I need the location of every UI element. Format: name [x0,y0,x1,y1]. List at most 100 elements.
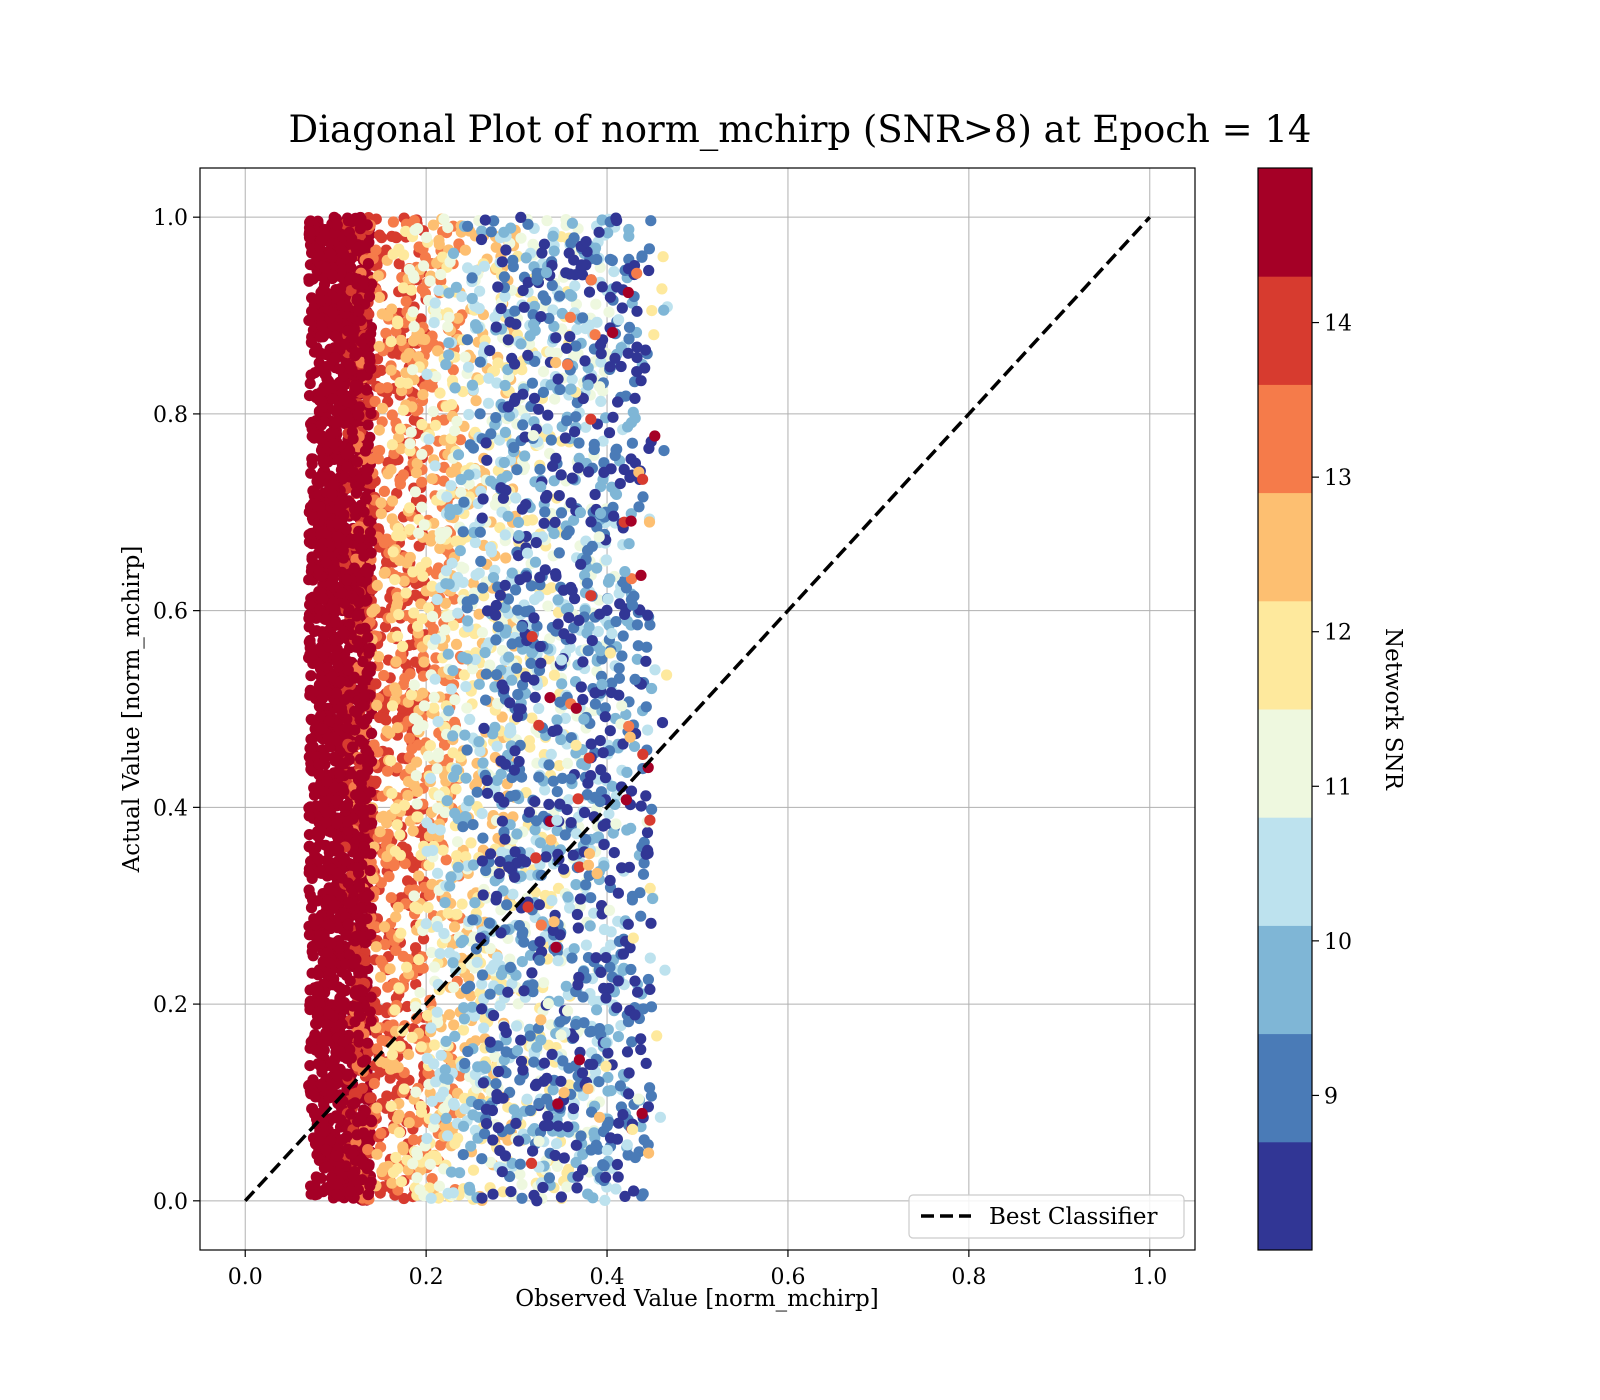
scatter-point [543,798,555,811]
scatter-point [378,485,390,497]
scatter-point [506,978,518,990]
scatter-point [426,580,438,592]
scatter-point [555,1075,567,1087]
scatter-point [445,466,457,478]
scatter-point [559,712,572,725]
scatter-point [471,786,483,798]
scatter-point [635,1033,647,1045]
scatter-point [508,441,520,454]
scatter-point [450,638,463,651]
scatter-point [501,899,513,911]
scatter-point [585,1144,597,1156]
scatter-point [500,552,512,564]
scatter-point [390,656,402,668]
scatter-point [407,1158,419,1170]
scatter-point [433,790,445,802]
scatter-point [528,300,541,312]
scatter-point [467,1164,480,1176]
scatter-point [566,217,579,229]
scatter-point [582,544,594,557]
scatter-point [368,739,380,751]
scatter-point [553,490,565,502]
scatter-point [371,699,383,712]
scatter-point [612,1031,625,1043]
scatter-point [533,590,545,602]
scatter-point [369,395,381,408]
scatter-point [406,1031,418,1043]
scatter-point [537,366,550,378]
scatter-point [451,503,463,515]
scatter-point [375,497,387,509]
scatter-point [305,670,317,682]
scatter-point [424,772,437,785]
scatter-point [615,360,627,373]
scatter-point [419,333,431,346]
scatter-point [547,1084,559,1096]
scatter-point [449,694,461,706]
scatter-point [386,1177,398,1189]
scatter-point [390,1151,402,1164]
scatter-point [409,901,421,913]
scatter-point [306,273,318,286]
scatter-point [426,1173,438,1185]
scatter-point [319,752,331,764]
scatter-point [541,215,553,227]
scatter-point [421,342,433,354]
scatter-point [643,243,656,255]
scatter-point [394,474,406,486]
scatter-point [551,714,563,726]
scatter-point [631,619,644,631]
scatter-point [628,740,641,753]
scatter-point [464,439,476,451]
scatter-point [434,1091,446,1103]
scatter-point [490,241,502,253]
scatter-point [447,730,459,742]
scatter-point [459,729,471,741]
scatter-point [386,787,398,800]
scatter-point [434,542,446,555]
scatter-point [458,669,470,681]
scatter-point [452,312,464,324]
scatter-point [458,1013,470,1025]
scatter-point [432,716,444,728]
scatter-point [490,1078,502,1090]
scatter-point [439,897,451,909]
scatter-point [551,786,563,798]
scatter-point [444,880,456,892]
scatter-point [466,1001,478,1013]
scatter-point [433,1180,445,1192]
scatter-point [372,270,384,282]
scatter-point [635,1121,647,1133]
scatter-point [457,1120,470,1132]
scatter-point [311,895,323,907]
scatter-point [407,1134,420,1146]
scatter-point [508,358,521,370]
scatter-point [490,412,502,424]
scatter-point [476,512,488,524]
scatter-point [470,395,482,407]
scatter-point [384,727,396,739]
scatter-point [585,770,597,782]
scatter-point [455,486,467,498]
scatter-point [381,533,393,545]
scatter-point [404,502,416,514]
scatter-point [509,789,521,802]
scatter-point [606,780,618,792]
scatter-point [575,558,587,570]
scatter-point [538,977,550,989]
scatter-point [385,464,397,476]
scatter-point [547,230,559,242]
scatter-point [478,260,490,272]
scatter-point [534,463,546,475]
scatter-point [531,1041,543,1053]
scatter-point [431,921,444,933]
scatter-point [554,383,566,396]
scatter-point [402,776,415,788]
scatter-point [304,999,316,1011]
scatter-point [447,957,459,969]
scatter-point [435,268,447,281]
scatter-point [433,234,445,246]
scatter-point [510,1117,522,1129]
scatter-point [416,448,428,460]
scatter-point [440,597,452,610]
